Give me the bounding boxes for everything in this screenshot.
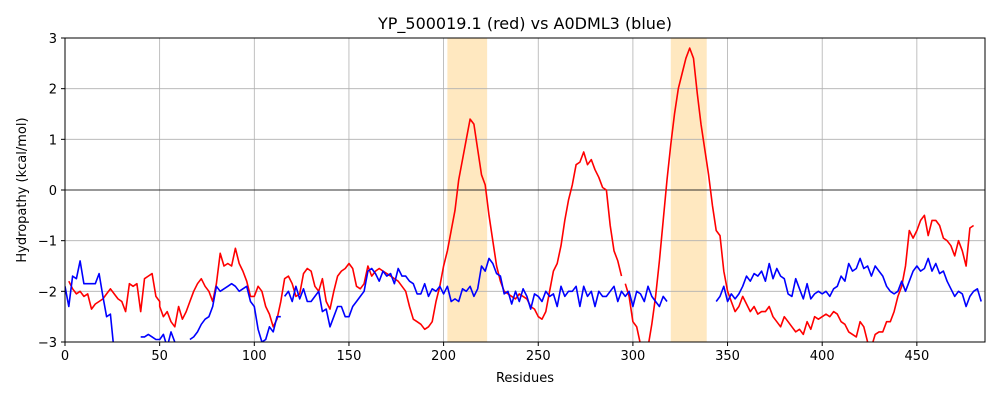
y-tick-label: 0 [49, 184, 57, 199]
y-tick-label: 3 [49, 32, 57, 47]
series-line-5 [283, 257, 668, 328]
x-tick-label: 0 [61, 349, 69, 364]
x-tick-label: 250 [526, 349, 551, 364]
y-tick-label: −3 [38, 336, 57, 351]
axis-ticks: 0 50 100 150 200 250 300 350 400 450 −3 −2 −1 0 1 2 3 [38, 32, 929, 364]
series-line-1 [624, 47, 975, 342]
series-lines [65, 47, 982, 342]
x-tick-label: 50 [151, 349, 168, 364]
x-tick-label: 100 [242, 349, 267, 364]
series-line-4 [189, 282, 281, 342]
series-line-2 [65, 260, 114, 342]
series-line-3 [140, 331, 176, 342]
x-tick-label: 350 [715, 349, 740, 364]
x-tick-label: 200 [431, 349, 456, 364]
x-tick-label: 150 [337, 349, 362, 364]
y-tick-label: −1 [38, 235, 57, 250]
y-axis-title: Hydropathy (kcal/mol) [15, 117, 30, 262]
grid-lines [65, 38, 985, 342]
y-tick-label: 1 [49, 133, 57, 148]
y-tick-label: −2 [38, 285, 57, 300]
chart-title: YP_500019.1 (red) vs A0DML3 (blue) [377, 14, 672, 34]
x-tick-label: 450 [904, 349, 929, 364]
series-line-6 [715, 257, 982, 308]
y-tick-label: 2 [49, 83, 57, 98]
x-axis-title: Residues [496, 371, 554, 386]
plot-frame [64, 37, 986, 343]
x-tick-label: 300 [620, 349, 645, 364]
x-tick-label: 400 [810, 349, 835, 364]
